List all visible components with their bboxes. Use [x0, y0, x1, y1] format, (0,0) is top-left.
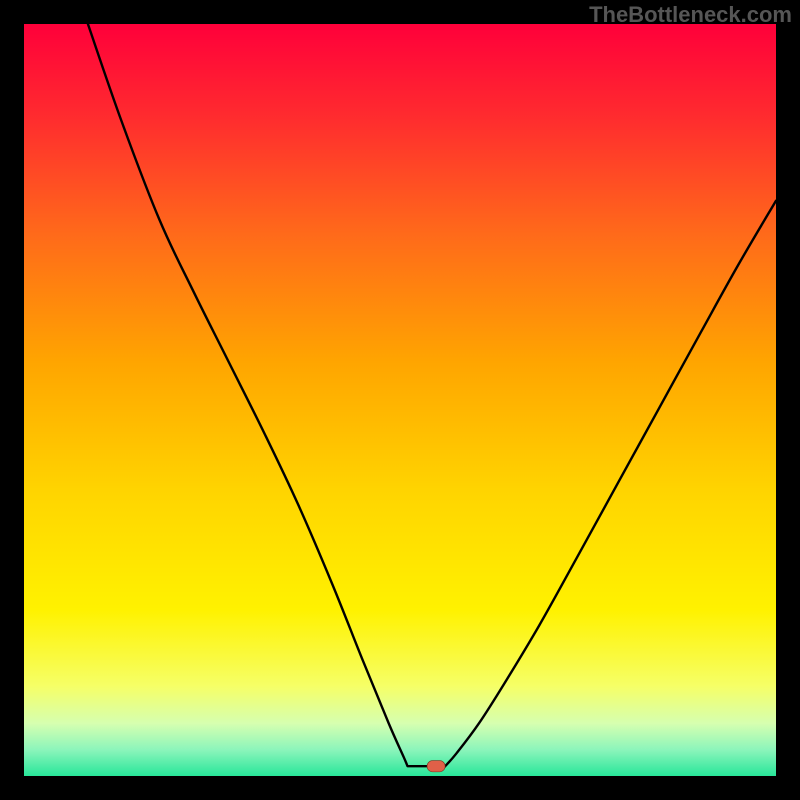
bottleneck-chart-svg: [24, 24, 776, 776]
optimum-marker: [427, 761, 445, 772]
chart-frame: TheBottleneck.com: [0, 0, 800, 800]
plot-area: [24, 24, 776, 776]
